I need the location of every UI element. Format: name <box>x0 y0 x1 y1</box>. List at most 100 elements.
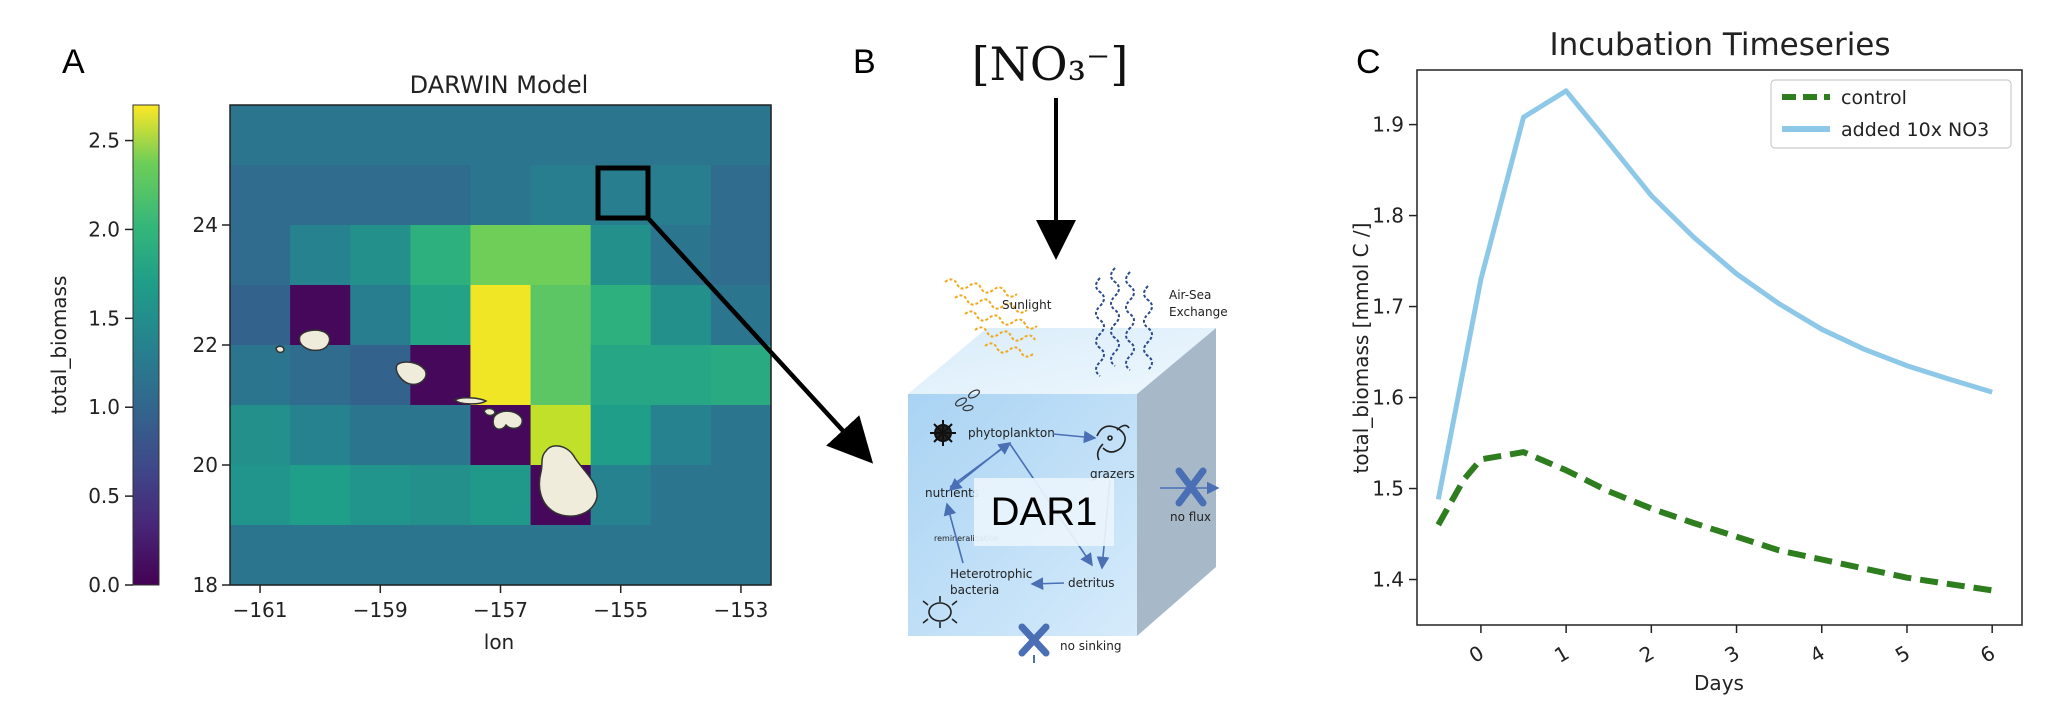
air-sea-label-line1: Air-Sea <box>1169 288 1211 302</box>
heatmap-cell <box>290 525 351 586</box>
heatmap-y-tick-label: 22 <box>193 333 218 357</box>
cube-side-face <box>1137 328 1216 636</box>
heatmap-cell <box>410 465 472 526</box>
line-chart-x-tick-label: 4 <box>1806 641 1829 668</box>
heatmap-cell <box>590 285 652 346</box>
heatmap-cell <box>590 225 652 286</box>
dar1-model-box <box>974 478 1114 546</box>
heatmap-cell <box>710 105 772 166</box>
line-chart-y-label: total_biomass [mmol C /] <box>1349 223 1373 474</box>
heatmap-cell <box>710 465 772 526</box>
heatmap-cell <box>590 465 652 526</box>
heatmap-cell <box>350 105 411 166</box>
heatmap-x-tick-label: −159 <box>353 598 408 622</box>
air-sea-exchange-icon <box>1095 267 1153 377</box>
heatmap-cell <box>230 105 291 166</box>
line-chart-y-ticks: 1.4 1.5 1.6 1.7 1.8 1.9 <box>1372 113 1417 592</box>
remineralization-label: remineralization <box>934 534 999 543</box>
heatmap-cell <box>650 165 712 226</box>
nitrate-forcing-label: [NO₃⁻] <box>972 37 1129 91</box>
line-chart-x-tick-label: 6 <box>1976 641 1999 668</box>
air-sea-label-line2: Exchange <box>1169 305 1228 319</box>
heatmap-cell <box>650 405 712 466</box>
heatmap-cell <box>350 465 411 526</box>
heatmap-cell <box>650 525 712 586</box>
heatmap-cell <box>530 165 592 226</box>
heatmap-cell <box>650 345 712 406</box>
heatmap-title: DARWIN Model <box>410 71 589 99</box>
cube-top-face <box>908 328 1216 394</box>
selected-grid-cell-box <box>595 165 651 221</box>
heatmap-y-tick-label: 20 <box>193 453 218 477</box>
colorbar-tick-label: 0.0 <box>88 573 120 597</box>
heatmap-cell <box>590 345 652 406</box>
heatmap-cell <box>290 105 351 166</box>
heatmap-cell <box>530 225 592 286</box>
heatmap-cell <box>410 285 472 346</box>
line-chart-x-tick-label: 2 <box>1635 641 1658 668</box>
heterotrophic-label-line2: bacteria <box>950 583 999 597</box>
heatmap-cell <box>710 405 772 466</box>
colorbar-tick-label: 2.0 <box>88 217 120 241</box>
line-chart-title: Incubation Timeseries <box>1549 27 1890 63</box>
heatmap-cell <box>410 405 472 466</box>
heatmap-x-ticks: −161 −159 −157 −155 −153 <box>233 585 768 622</box>
no-flux-label: no flux <box>1170 510 1211 524</box>
no-flux-x-icon <box>1175 467 1207 507</box>
heatmap-x-tick-label: −155 <box>593 598 648 622</box>
heatmap-cell <box>590 405 652 466</box>
heatmap-cell <box>470 525 532 586</box>
heatmap-cell <box>350 165 411 226</box>
heatmap-cell <box>350 285 411 346</box>
line-chart-x-tick-label: 1 <box>1550 641 1573 668</box>
heatmap-cell <box>410 225 472 286</box>
grazer-icon <box>1096 424 1130 461</box>
line-chart-y-tick-label: 1.6 <box>1372 386 1404 410</box>
line-chart-x-tick-label: 0 <box>1465 641 1488 668</box>
heatmap-cell <box>350 225 411 286</box>
heatmap-cell <box>290 405 351 466</box>
heatmap-cell <box>290 165 351 226</box>
heatmap-cell <box>230 285 291 346</box>
callout-arrow <box>646 216 874 464</box>
added-no3-series-line <box>1435 88 1993 500</box>
heatmap-cell <box>650 465 712 526</box>
heatmap-cell <box>530 345 592 406</box>
no-sinking-label: no sinking <box>1060 639 1121 653</box>
heatmap-y-tick-label: 24 <box>193 213 218 237</box>
heatmap-x-tick-label: −157 <box>473 598 528 622</box>
heatmap-cell <box>410 525 472 586</box>
phytoplankton-sketch-icon <box>954 389 981 412</box>
colorbar-label: total_biomass <box>47 276 71 415</box>
panel-a: A DARWIN Model 0.0 0.5 1.0 1.5 2.0 2.5 total_… <box>47 43 874 654</box>
heatmap-y-tick-label: 18 <box>193 573 218 597</box>
heatmap-cell <box>590 525 652 586</box>
heatmap-cell <box>410 105 472 166</box>
heatmap-cell <box>230 525 291 586</box>
heatmap-cell <box>710 345 772 406</box>
panel-b: B [NO₃⁻] Sunlight Air-Sea Exchange <box>853 37 1228 663</box>
line-chart-x-tick-label: 5 <box>1891 641 1914 668</box>
sunlight-icon <box>944 278 1038 358</box>
line-chart-y-tick-label: 1.5 <box>1372 477 1404 501</box>
heatmap-cell <box>710 525 772 586</box>
hawaii-islands <box>275 329 598 517</box>
colorbar-tick-label: 1.0 <box>88 395 120 419</box>
heatmap-cell <box>290 225 351 286</box>
heatmap-cell <box>350 405 411 466</box>
line-chart-y-tick-label: 1.4 <box>1372 568 1404 592</box>
colorbar-tick-label: 2.5 <box>88 129 120 153</box>
heatmap-cell <box>530 105 592 166</box>
detritus-label: detritus <box>1068 576 1115 590</box>
colorbar-tick-label: 0.5 <box>88 484 120 508</box>
dar1-model-label: DAR1 <box>991 490 1098 534</box>
heatmap-cell <box>530 285 592 346</box>
colorbar-tick-label: 1.5 <box>88 306 120 330</box>
heatmap-cell <box>410 165 472 226</box>
heterotrophic-label-line1: Heterotrophic <box>950 567 1032 581</box>
phytoplankton-label: phytoplankton <box>968 426 1055 440</box>
heatmap-y-ticks: 18 20 22 24 <box>193 213 230 597</box>
heatmap-cell <box>230 345 291 406</box>
control-series-line <box>1435 449 1993 594</box>
nutrients-label: nutrients <box>925 486 979 500</box>
